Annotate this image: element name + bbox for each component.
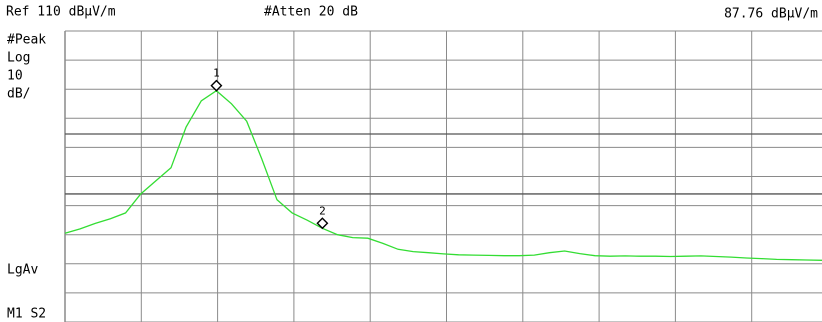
side-label: 10 [7,69,23,84]
ref-level: Ref 110 dBμV/m [6,5,116,20]
trace [64,89,822,261]
marker [316,217,329,230]
marker-label: 1 [213,67,220,80]
marker [210,79,223,92]
side-label: Log [7,51,30,66]
side-label: #Peak [7,33,46,48]
mode-label: M1 S2 [7,307,46,322]
average-label: LgAv [7,263,38,278]
side-label: dB/ [7,87,30,102]
marker-readout: 87.76 dBμV/m [724,7,818,22]
attenuation: #Atten 20 dB [264,5,358,20]
marker-label: 2 [319,204,326,217]
